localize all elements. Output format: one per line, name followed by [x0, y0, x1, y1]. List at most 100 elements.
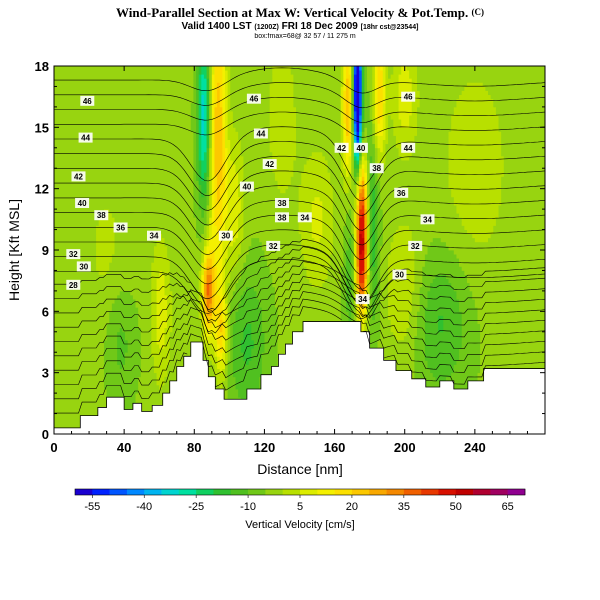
w-cell — [198, 311, 202, 316]
w-cell — [209, 94, 213, 100]
w-cell — [222, 192, 228, 198]
w-cell — [253, 344, 265, 349]
w-cell — [367, 74, 373, 79]
w-cell — [367, 151, 376, 157]
w-cell — [151, 286, 157, 292]
w-cell — [364, 123, 373, 128]
w-cell — [322, 213, 334, 218]
w-cell — [419, 307, 426, 312]
w-cell — [356, 311, 360, 316]
w-cell — [388, 70, 394, 75]
w-cell — [377, 151, 386, 157]
w-cell — [322, 205, 334, 210]
w-cell — [54, 278, 152, 284]
w-cell — [111, 258, 155, 263]
y-tick-label: 3 — [42, 366, 49, 381]
w-cell — [54, 266, 97, 271]
w-cell — [351, 286, 355, 292]
w-cell — [211, 78, 215, 83]
w-cell — [224, 82, 228, 87]
w-cell — [377, 254, 381, 259]
w-cell — [209, 250, 215, 255]
w-cell — [209, 147, 213, 153]
w-cell — [374, 180, 381, 185]
isentrope-label: 38 — [94, 210, 109, 221]
w-cell — [351, 172, 355, 177]
w-cell — [382, 143, 386, 149]
w-cell — [222, 262, 226, 267]
w-cell — [388, 115, 392, 120]
w-cell — [343, 262, 347, 267]
w-cell — [472, 233, 492, 239]
w-cell — [167, 250, 202, 255]
w-cell — [374, 155, 378, 161]
w-cell — [125, 331, 142, 337]
w-cell — [106, 323, 139, 329]
w-cell — [54, 151, 194, 157]
w-cell — [238, 176, 244, 181]
w-cell — [232, 348, 242, 353]
w-cell — [172, 303, 200, 308]
w-cell — [351, 254, 355, 259]
w-cell — [54, 70, 194, 75]
w-cell — [153, 254, 168, 259]
w-cell — [359, 200, 365, 206]
w-cell — [272, 74, 294, 79]
w-cell — [290, 180, 302, 185]
w-cell — [438, 327, 444, 333]
w-cell — [224, 335, 228, 341]
w-cell — [209, 131, 213, 136]
w-cell — [364, 98, 371, 104]
w-cell — [232, 339, 242, 345]
w-cell — [353, 307, 357, 312]
w-cell — [219, 368, 223, 374]
w-cell — [277, 180, 292, 185]
w-cell — [227, 82, 231, 87]
w-cell — [206, 258, 213, 263]
w-cell — [172, 294, 200, 300]
potential-temperature-contours — [54, 67, 545, 414]
w-cell — [217, 352, 223, 357]
colorbar-swatch — [213, 489, 232, 495]
w-cell — [198, 184, 202, 190]
w-cell — [227, 376, 236, 382]
w-cell — [414, 262, 426, 267]
w-cell — [430, 282, 452, 288]
w-cell — [211, 98, 215, 104]
w-cell — [327, 168, 342, 173]
w-cell — [227, 299, 231, 304]
w-cell — [382, 82, 386, 87]
w-cell — [414, 270, 423, 275]
w-cell — [395, 139, 415, 145]
w-cell — [127, 344, 142, 349]
w-cell — [222, 180, 226, 185]
w-cell — [411, 110, 418, 116]
w-cell — [353, 270, 357, 275]
w-cell — [503, 172, 545, 177]
w-cell — [117, 352, 126, 357]
w-cell — [293, 94, 342, 100]
w-cell — [269, 123, 297, 128]
w-cell — [227, 290, 234, 296]
w-cell — [211, 66, 215, 71]
w-cell — [209, 98, 213, 104]
w-cell — [348, 315, 352, 320]
w-cell — [193, 90, 197, 96]
w-cell — [164, 286, 171, 292]
w-cell — [356, 250, 360, 255]
w-cell — [374, 209, 378, 214]
w-cell — [364, 188, 368, 194]
w-cell — [356, 115, 360, 120]
w-cell — [411, 233, 473, 239]
w-cell — [348, 160, 352, 165]
w-cell — [151, 266, 171, 271]
w-cell — [414, 139, 449, 145]
w-cell — [377, 90, 384, 96]
w-cell — [461, 221, 497, 226]
w-cell — [343, 94, 347, 100]
w-cell — [451, 115, 499, 120]
w-cell — [377, 86, 384, 91]
w-cell — [343, 164, 352, 169]
w-cell — [206, 299, 213, 304]
